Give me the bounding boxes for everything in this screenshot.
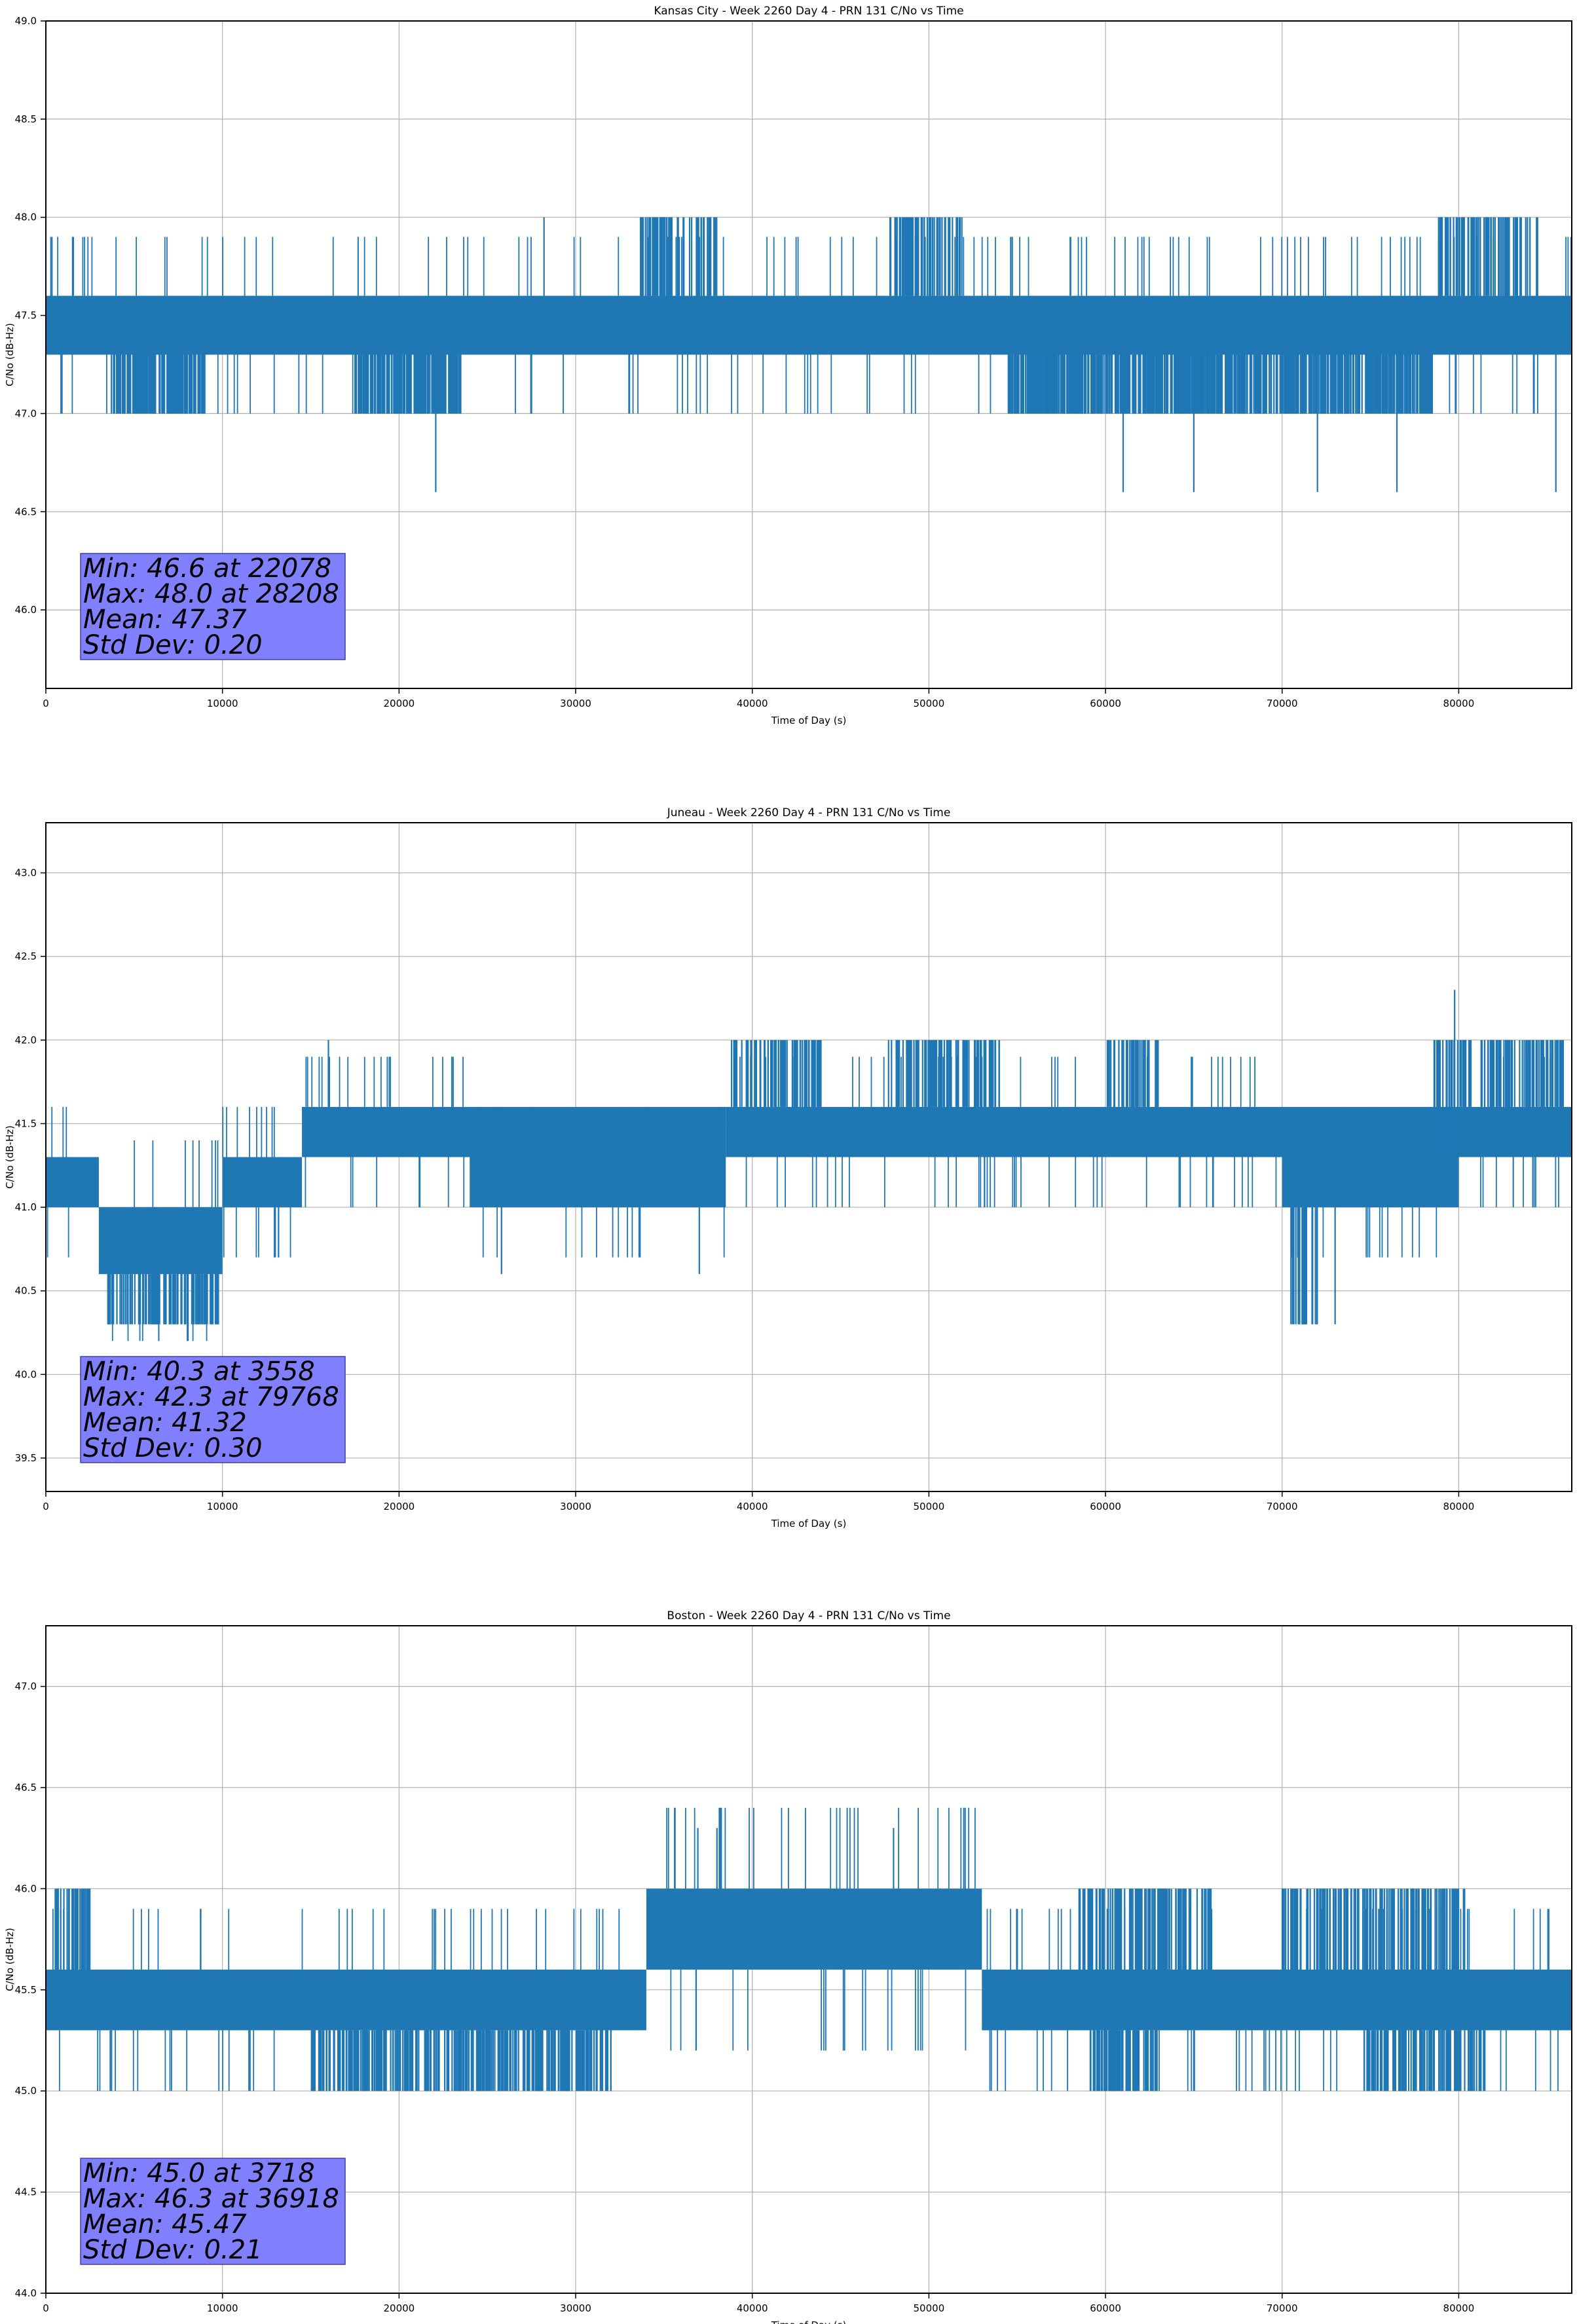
data-series	[46, 217, 1572, 493]
x-tick-label: 50000	[914, 2302, 945, 2314]
x-tick-label: 10000	[207, 2302, 238, 2314]
stats-box	[80, 553, 346, 660]
x-tick-label: 30000	[560, 698, 591, 709]
x-tick-label: 10000	[207, 698, 238, 709]
x-tick-label: 0	[43, 698, 49, 709]
y-tick-label: 44.0	[15, 2287, 37, 2299]
axes-frame	[45, 1625, 1572, 2294]
x-tick-label: 60000	[1090, 1501, 1121, 1512]
stats-min: Min: 40.3 at 3558	[83, 1357, 315, 1387]
x-tick-label: 80000	[1443, 2302, 1475, 2314]
chart-title: Boston - Week 2260 Day 4 - PRN 131 C/No …	[667, 1609, 950, 1622]
y-tick-label: 46.5	[15, 506, 37, 517]
x-tick-label: 10000	[207, 1501, 238, 1512]
y-tick-label: 47.0	[15, 1681, 37, 1693]
x-tick-label: 60000	[1090, 2302, 1121, 2314]
data-band	[302, 1106, 726, 1157]
stats-std: Std Dev: 0.21	[83, 2235, 263, 2265]
x-tick-label: 20000	[383, 1501, 415, 1512]
x-tick-label: 80000	[1443, 698, 1475, 709]
chart-3: 0 10000 20000 30000 40000 50000 60000 70000 8000…	[4, 1609, 1572, 2324]
x-tick-label: 50000	[914, 698, 945, 709]
y-tick-label: 48.5	[15, 113, 37, 125]
chart-title: Juneau - Week 2260 Day 4 - PRN 131 C/No …	[667, 806, 951, 819]
x-tick-label: 70000	[1267, 2302, 1298, 2314]
x-tick-label: 70000	[1267, 1501, 1298, 1512]
data-band	[46, 1969, 646, 2031]
stats-mean: Mean: 41.32	[83, 1408, 247, 1438]
y-tick-label: 42.5	[15, 950, 37, 962]
y-tick-label: 48.0	[15, 212, 37, 223]
x-tick-label: 30000	[560, 2302, 591, 2314]
x-tick-label: 20000	[383, 2302, 415, 2314]
data-band	[982, 1969, 1572, 2031]
data-band	[46, 1157, 99, 1208]
data-band	[98, 1207, 223, 1275]
x-tick-label: 0	[43, 2302, 49, 2314]
y-tick-label: 41.0	[15, 1201, 37, 1213]
x-tick-label: 70000	[1267, 698, 1298, 709]
y-tick-label: 49.0	[15, 15, 37, 27]
data-band	[726, 1106, 1572, 1157]
x-tick-label: 40000	[737, 698, 768, 709]
y-tick-label: 45.0	[15, 2085, 37, 2097]
y-tick-label: 41.5	[15, 1117, 37, 1129]
y-tick-label: 46.0	[15, 1883, 37, 1894]
y-tick-label: 43.0	[15, 867, 37, 879]
stats-mean: Mean: 45.47	[83, 2209, 247, 2240]
y-tick-label: 45.5	[15, 1984, 37, 1996]
axes-frame	[45, 822, 1572, 1492]
x-axis-label: Time of Day (s)	[771, 2319, 847, 2324]
stats-max: Max: 48.0 at 28208	[83, 579, 339, 609]
stats-max: Max: 42.3 at 79768	[83, 1382, 339, 1412]
x-tick-label: 60000	[1090, 698, 1121, 709]
stats-max: Max: 46.3 at 36918	[83, 2184, 339, 2214]
x-tick-label: 80000	[1443, 1501, 1475, 1512]
stats-box	[80, 2158, 346, 2265]
stats-std: Std Dev: 0.20	[83, 630, 263, 660]
axes-frame	[45, 20, 1572, 689]
chart-2: 0 10000 20000 30000 40000 50000 60000 70000 8000…	[4, 806, 1572, 1529]
y-tick-label: 39.5	[15, 1452, 37, 1464]
chart-1: 0 10000 20000 30000 40000 50000 60000 70000 8000…	[4, 5, 1572, 726]
chart-title: Kansas City - Week 2260 Day 4 - PRN 131 …	[654, 5, 963, 18]
data-band	[46, 295, 1572, 355]
y-tick-label: 40.5	[15, 1285, 37, 1297]
x-axis-label: Time of Day (s)	[771, 715, 847, 726]
y-axis-label: C/No (dB-Hz)	[4, 323, 16, 386]
data-series	[46, 990, 1572, 1341]
data-band	[646, 1888, 982, 1970]
x-tick-label: 20000	[383, 698, 415, 709]
stats-min: Min: 45.0 at 3718	[83, 2158, 315, 2188]
y-tick-label: 47.5	[15, 310, 37, 322]
data-band	[1282, 1157, 1459, 1208]
data-series	[46, 1807, 1572, 2091]
x-tick-label: 40000	[737, 1501, 768, 1512]
x-tick-label: 50000	[914, 1501, 945, 1512]
stats-std: Std Dev: 0.30	[83, 1433, 263, 1463]
y-tick-label: 40.0	[15, 1368, 37, 1380]
x-tick-label: 30000	[560, 1501, 591, 1512]
y-tick-label: 46.0	[15, 604, 37, 616]
stats-min: Min: 46.6 at 22078	[83, 553, 331, 584]
x-tick-label: 0	[43, 1501, 49, 1512]
data-band	[470, 1157, 726, 1208]
x-tick-label: 40000	[737, 2302, 768, 2314]
y-tick-label: 42.0	[15, 1034, 37, 1046]
data-band	[222, 1157, 303, 1208]
y-axis-label: C/No (dB-Hz)	[4, 1928, 16, 1991]
x-axis-label: Time of Day (s)	[771, 1518, 847, 1529]
y-tick-label: 46.5	[15, 1782, 37, 1793]
y-tick-label: 44.5	[15, 2186, 37, 2198]
y-tick-label: 47.0	[15, 407, 37, 419]
stats-box	[80, 1356, 346, 1463]
y-axis-label: C/No (dB-Hz)	[4, 1125, 16, 1189]
stats-mean: Mean: 47.37	[83, 605, 247, 635]
